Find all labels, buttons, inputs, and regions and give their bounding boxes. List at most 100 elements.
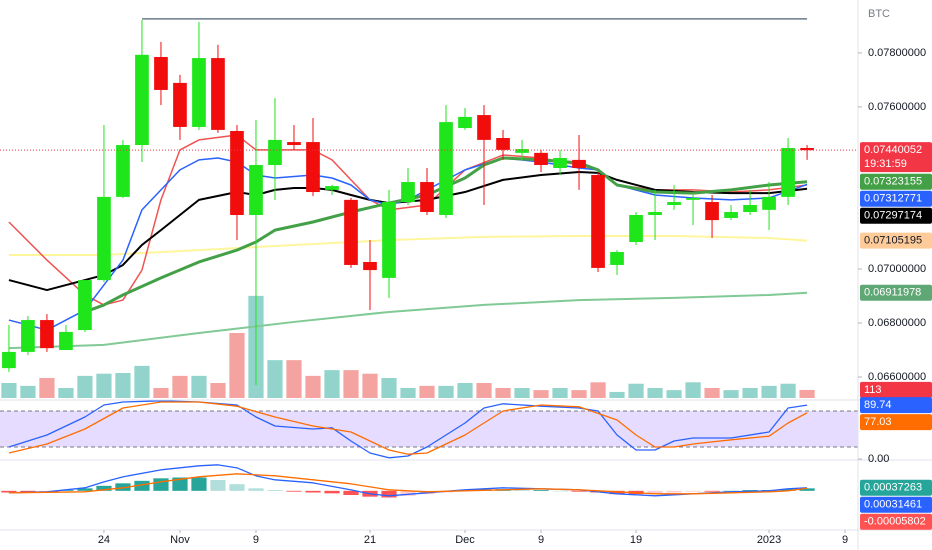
y-tick-label: 0.07600000 [868,101,926,113]
price-badge [860,381,932,398]
histogram-bar [799,488,815,491]
volume-bar [761,385,777,398]
volume-bar [1,383,17,398]
candle-body [629,214,643,242]
price-badge-label: 0.07105195 [864,235,922,247]
countdown-label: 19:31:59 [864,158,907,170]
price-badge-label: 89.74 [864,399,892,411]
indicator-line [8,235,808,256]
histogram-bar [647,490,663,494]
candle-body [116,145,130,197]
indicator-line [8,171,808,292]
x-tick-label: 2023 [757,534,781,546]
volume-bar [267,360,283,398]
histogram-bar [381,490,397,498]
histogram-bar [704,490,720,492]
band-fill [0,410,858,447]
histogram-bar [533,490,549,491]
volume-bar [229,333,245,398]
histogram-bar [780,489,796,491]
candle-body [705,202,719,221]
candle-body [59,331,73,351]
histogram-bar [723,490,739,492]
histogram-bar [400,490,416,496]
histogram-bar [210,480,226,491]
volume-bar [590,382,606,398]
indicator-line [8,464,808,497]
stochastic-pane [0,400,858,459]
price-badge-label: 0.07312771 [864,193,922,205]
candle-body [154,56,168,90]
volume-bar [647,388,663,398]
candle-body [78,280,92,331]
volume-bar [476,383,492,398]
histogram-bar [248,488,264,491]
candle-body [724,212,738,218]
price-badge-label: -0.00005802 [864,516,926,528]
volume-bar [324,370,340,398]
y-tick-label: 0.07800000 [868,47,926,59]
candle-body [268,139,282,166]
volume-bar [96,373,112,398]
price-badge [860,173,932,190]
price-badge [860,397,932,414]
price-badge-label: 0.00037263 [864,482,922,494]
candle-body [363,261,377,271]
volume-bar [39,378,55,398]
volume-bar [495,388,511,398]
candle-body [135,54,149,146]
indicator-line [8,473,808,495]
candle-body [192,58,206,127]
price-badge [860,232,932,249]
x-tick-label: 21 [364,534,376,546]
volume-bar [780,383,796,398]
volume-bar [58,388,74,398]
macd-pane [1,464,815,498]
volume-bar [77,375,93,398]
candle-body [325,186,339,190]
volume-bar [457,383,473,398]
x-tick-label: Dec [455,534,475,546]
volume-bar [172,375,188,398]
candle-body [97,196,111,281]
histogram-bar [1,490,17,493]
price-badge [860,142,932,173]
histogram-bar [229,484,245,491]
volume-bar [799,389,815,398]
badges: 0.07440052 19:31:59 0.07323155 0.07312771 0.… [860,142,932,530]
candle-body [496,138,510,150]
volume-bar [305,375,321,398]
price-badge [860,190,932,207]
candle-body [781,148,795,197]
indicator-line [8,291,808,350]
histogram-bar [286,490,302,492]
volume-bar [115,373,131,398]
histogram-bar [514,490,530,491]
volume-bar [400,388,416,398]
histogram-bar [115,483,131,491]
candle-body [40,320,54,349]
volume-bar [704,388,720,398]
price-pane [0,18,858,398]
candle-body [306,142,320,193]
candle-body [610,251,624,265]
histogram-bar [571,490,587,492]
price-badge-label: 113 [864,384,882,396]
volume-bar [438,385,454,398]
candle-body [477,115,491,140]
histogram-bar [305,490,321,493]
x-tick-label: Nov [170,534,190,546]
price-badge-label: 77.03 [864,416,892,428]
candle-body [173,82,187,127]
volume-bar [514,388,530,398]
indicator-line [8,401,808,455]
histogram-bar [609,490,625,495]
candle-body [572,159,586,168]
volume-bar [286,360,302,398]
candle-body [743,204,757,213]
y-tick-label: 0.00 [868,453,889,465]
volume-bar [609,391,625,398]
candle-body [21,320,35,352]
